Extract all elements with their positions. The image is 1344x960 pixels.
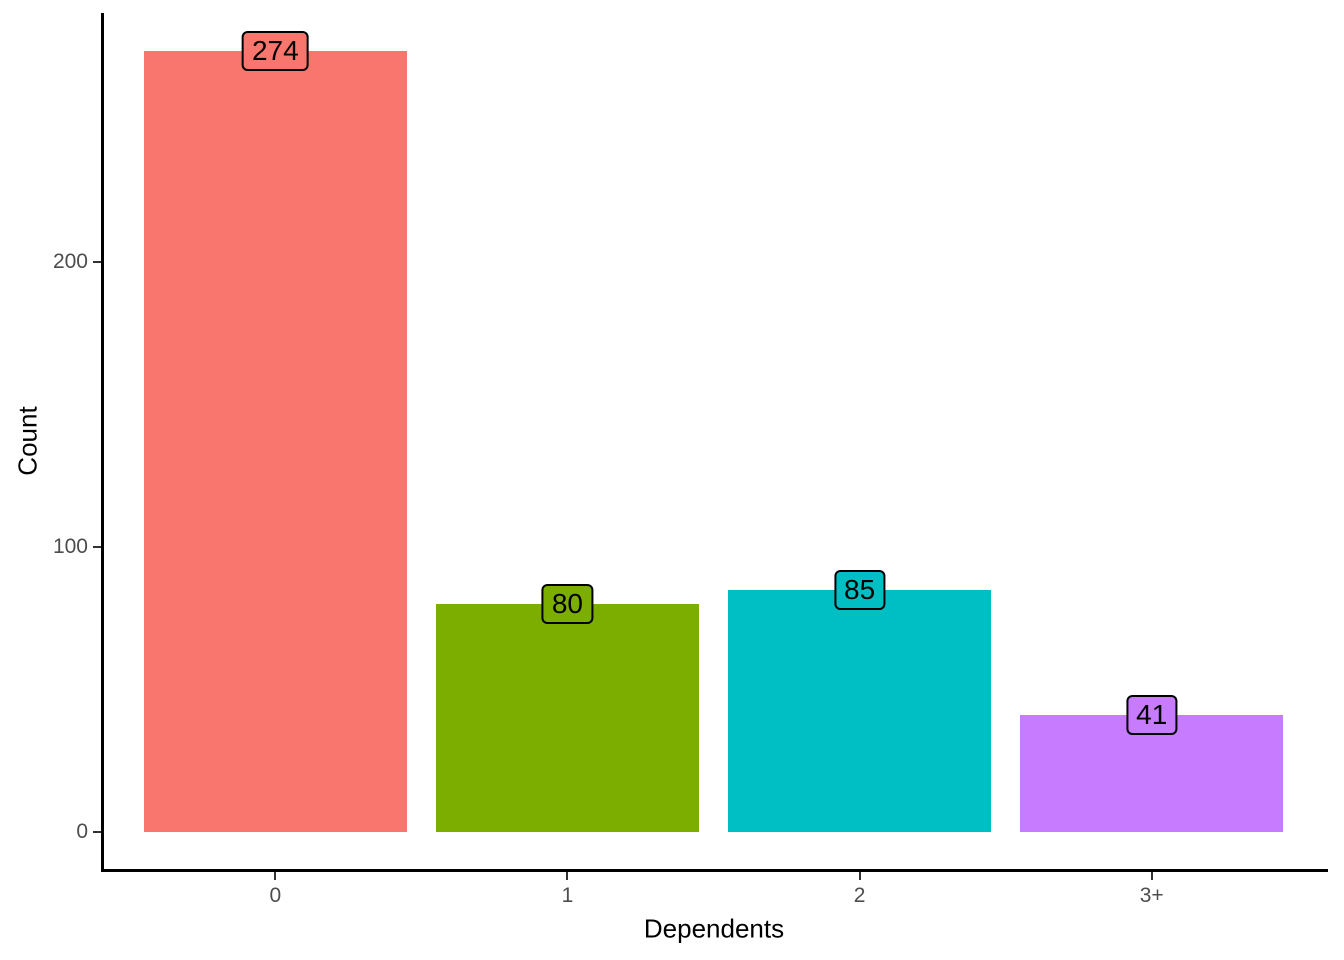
x-tick-label: 2: [853, 884, 866, 907]
bar-value-label: 80: [541, 584, 594, 624]
x-tick: [1150, 872, 1153, 880]
x-tick-label: 3+: [1139, 884, 1164, 907]
bar-value-label: 41: [1126, 695, 1178, 736]
y-axis-title: Count: [12, 406, 43, 476]
y-tick-label: 100: [52, 535, 88, 558]
bar-value-label: 85: [834, 569, 886, 610]
x-tick-label: 1: [561, 884, 574, 907]
x-axis-title: Dependents: [643, 913, 785, 944]
y-tick: [93, 546, 101, 548]
y-axis-line: [101, 13, 104, 872]
bar-1: [435, 604, 699, 832]
y-tick: [93, 831, 101, 833]
x-axis-line: [101, 869, 1328, 872]
y-tick-label: 0: [76, 820, 88, 843]
y-tick-label: 200: [52, 250, 88, 273]
x-tick: [858, 872, 861, 880]
x-tick: [274, 872, 277, 880]
x-tick-label: 0: [269, 884, 282, 907]
bar-value-label: 274: [241, 31, 309, 72]
bar-2: [728, 589, 992, 832]
y-tick: [93, 261, 101, 263]
bar-0: [143, 51, 407, 832]
x-tick: [566, 872, 569, 880]
